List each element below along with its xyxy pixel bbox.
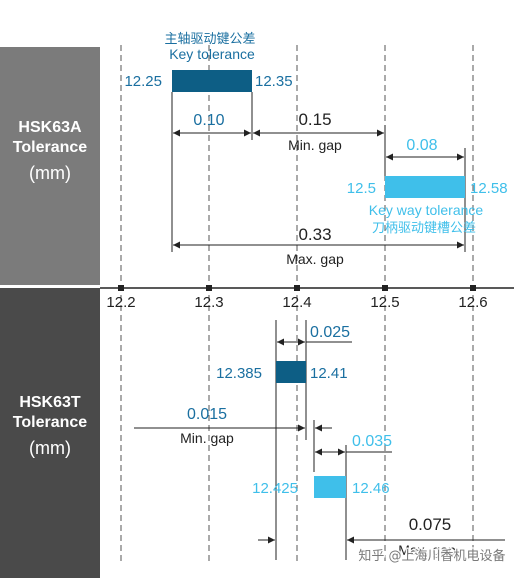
tick-label: 12.2	[106, 294, 135, 311]
watermark-halo: 知乎 @上海川香机电设备	[358, 548, 505, 564]
t-min-gap-label: Min. gap	[180, 430, 234, 446]
min-gap-value: 0.15	[298, 110, 331, 129]
key-label-cn: 主轴驱动键公差	[164, 32, 255, 47]
t-min-gap-value: 0.015	[187, 406, 227, 423]
t-max-gap-value: 0.075	[409, 515, 452, 534]
panel-hsk63t-bg	[0, 288, 100, 578]
panel-hsk63a-name: HSK63A	[18, 119, 82, 136]
panel-hsk63t-tolerance: Tolerance	[12, 414, 88, 431]
axis-tick-marks	[118, 285, 476, 291]
key-min-label: 12.25	[124, 73, 162, 90]
t-key-width-label: 0.025	[310, 324, 350, 341]
tick-label: 12.6	[458, 294, 487, 311]
panel-hsk63t-label: HSK63T Tolerance (mm)	[0, 393, 100, 460]
t-slot-width-label: 0.035	[352, 433, 392, 450]
t-key-min-label: 12.385	[216, 365, 262, 382]
tick-label: 12.5	[370, 294, 399, 311]
min-gap-label: Min. gap	[288, 137, 342, 153]
key-width-label: 0.10	[193, 112, 224, 129]
panel-hsk63a-label: HSK63A Tolerance (mm)	[0, 118, 100, 185]
t-max-gap-label: Max. gap	[398, 542, 456, 558]
panel-hsk63t-unit: (mm)	[29, 438, 71, 458]
extension-lines-t	[275, 320, 347, 560]
key-max-label: 12.35	[255, 73, 293, 90]
watermark: 知乎 @上海川香机电设备	[358, 548, 505, 564]
t-key-tolerance-bar	[276, 361, 306, 383]
t-slot-max-label: 12.46	[352, 480, 390, 497]
panel-hsk63a-bg	[0, 47, 100, 285]
slot-min-label: 12.5	[347, 180, 376, 197]
grid-lines	[120, 45, 474, 565]
max-gap-value: 0.33	[298, 225, 331, 244]
panel-hsk63t-name: HSK63T	[19, 394, 81, 411]
slot-max-label: 12.58	[470, 180, 508, 197]
slot-width-label: 0.08	[406, 137, 437, 154]
slot-label-en: Key way tolerance	[369, 202, 484, 218]
panel-hsk63a-unit: (mm)	[29, 163, 71, 183]
max-gap-label: Max. gap	[286, 251, 344, 267]
panel-hsk63a-tolerance: Tolerance	[12, 139, 88, 156]
keyway-tolerance-bar	[385, 176, 465, 198]
t-keyway-tolerance-bar	[314, 476, 346, 498]
slot-label-cn: 刀柄驱动键槽公差	[372, 221, 476, 236]
key-tolerance-bar	[172, 70, 252, 92]
tick-label: 12.4	[282, 294, 311, 311]
key-label-en: Key tolerance	[169, 46, 255, 62]
extension-lines-a	[171, 92, 466, 252]
t-key-max-label: 12.41	[310, 365, 348, 382]
tick-label: 12.3	[194, 294, 223, 311]
t-slot-min-label: 12.425	[252, 480, 298, 497]
